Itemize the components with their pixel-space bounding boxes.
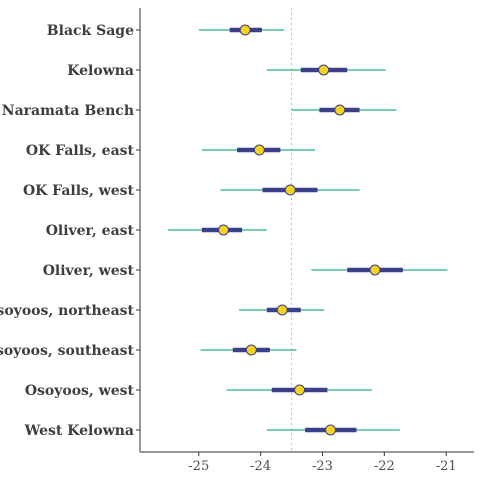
y-tick-label: OK Falls, west	[23, 183, 135, 199]
median-point	[294, 384, 306, 396]
median-point	[284, 184, 296, 196]
x-tick-label: -21	[436, 459, 457, 474]
y-tick-label: Osoyoos, southeast	[0, 343, 135, 359]
median-point	[276, 304, 288, 316]
y-tick-label: Osoyoos, west	[25, 383, 135, 399]
y-tick-label: OK Falls, east	[26, 143, 135, 159]
median-point	[369, 264, 381, 276]
x-tick-label: -24	[250, 459, 271, 474]
median-point	[253, 144, 265, 156]
y-tick-label: Oliver, east	[46, 223, 135, 239]
y-tick-label: Osoyoos, northeast	[0, 303, 135, 319]
y-tick-label: Naramata Bench	[2, 103, 134, 119]
median-point	[245, 344, 257, 356]
x-tick-label: -25	[188, 459, 209, 474]
y-tick-label: West Kelowna	[24, 423, 134, 439]
axis-layer: Black Sage Kelowna Naramata Bench OK Falls,…	[0, 8, 474, 474]
y-tick-label: Black Sage	[47, 23, 134, 39]
median-point	[239, 24, 251, 36]
median-point	[334, 104, 346, 116]
median-point	[325, 424, 337, 436]
x-tick-label: -23	[312, 459, 333, 474]
y-tick-label: Kelowna	[67, 63, 134, 79]
y-tick-label: Oliver, west	[43, 263, 135, 279]
interval-marks-layer	[167, 24, 448, 436]
median-point	[318, 64, 330, 76]
x-tick-label: -22	[374, 459, 395, 474]
median-point	[218, 224, 229, 236]
